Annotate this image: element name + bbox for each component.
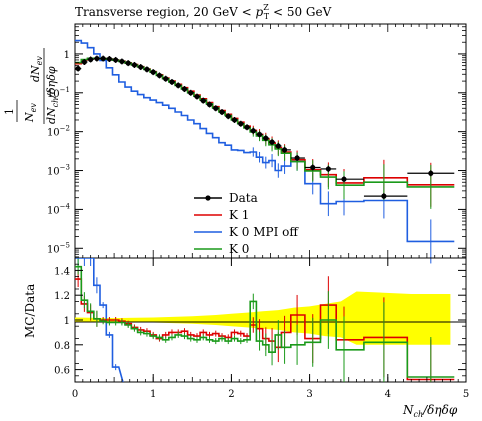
- data-point: [200, 98, 206, 104]
- legend-label: K 1: [229, 208, 249, 222]
- ratio-xtick-label: 0: [72, 389, 78, 400]
- data-point: [225, 113, 231, 119]
- data-point: [294, 155, 300, 161]
- ratio-ytick-label: 1.4: [54, 266, 70, 277]
- ratio-ytick-label: 0.8: [54, 341, 70, 352]
- ratio-series-k-0: [75, 258, 455, 382]
- ratio-axes: 0.6 0.8 1 1.2 1.4 0 1 2 3 4 5: [54, 258, 469, 400]
- main-plot: 10−510−410−310−210−11 1 Nev dNev dNch/δη…: [3, 23, 467, 264]
- legend-entry: Data: [194, 191, 258, 205]
- data-point: [138, 64, 144, 70]
- data-point: [188, 90, 194, 96]
- data-point: [231, 117, 238, 123]
- ratio-uncertainty-band: [75, 291, 451, 345]
- ratio-ytick-label: 1.2: [54, 291, 70, 302]
- ratio-xtick-label: 3: [306, 389, 312, 400]
- legend-marker: [205, 195, 211, 201]
- data-point: [81, 59, 87, 65]
- ratio-histogram-line: [75, 258, 124, 382]
- data-point: [219, 109, 225, 115]
- ratio-plot: 0.6 0.8 1 1.2 1.4 0 1 2 3 4 5 MC/Data: [23, 257, 469, 400]
- main-axes: 10−5 10−4 10−3 10−2 10−1 1: [47, 24, 467, 258]
- data-point: [131, 62, 138, 68]
- data-point: [75, 65, 81, 72]
- legend-entry: K 1: [194, 208, 249, 222]
- ratio-xtick-label: 2: [228, 389, 234, 400]
- data-point: [125, 60, 131, 66]
- data-point: [341, 176, 347, 182]
- ratio-ytick-label: 0.6: [54, 366, 70, 377]
- data-point: [94, 55, 100, 62]
- data-point: [381, 193, 387, 199]
- data-point: [106, 56, 113, 62]
- ratio-xtick-label: 1: [150, 389, 156, 400]
- legend: Data K 1 K 0 MPI off K 0: [194, 191, 299, 256]
- main-ytick-label: 10−5: [47, 241, 70, 255]
- data-point: [263, 135, 269, 141]
- ratio-ylabel: MC/Data: [23, 284, 37, 338]
- main-ytick-label: 10−3: [47, 164, 70, 178]
- ratio-ytick-label: 1: [64, 316, 70, 327]
- legend-label: K 0 MPI off: [229, 225, 299, 239]
- data-point: [244, 124, 250, 130]
- main-ytick-label: 10−2: [47, 125, 70, 139]
- ratio-histogram-line: [75, 265, 455, 378]
- data-point: [156, 72, 163, 79]
- data-point: [256, 131, 263, 138]
- data-point: [88, 56, 94, 63]
- x-axis-label: Nch/δηδφ: [402, 403, 458, 419]
- data-point: [213, 105, 219, 111]
- main-ytick-label: 1: [64, 50, 70, 61]
- data-point: [310, 164, 316, 171]
- data-point: [113, 57, 119, 63]
- uncertainty-band-area: [75, 291, 451, 345]
- legend-label: K 0: [229, 242, 249, 256]
- data-point: [325, 166, 331, 172]
- data-point: [150, 69, 156, 75]
- svg-text:1: 1: [3, 108, 16, 115]
- ratio-series-layer: [75, 258, 455, 382]
- data-point: [428, 170, 434, 176]
- data-point: [175, 82, 181, 89]
- data-point: [181, 86, 188, 92]
- data-point: [163, 76, 169, 82]
- data-point: [144, 66, 150, 72]
- svg-text:dNch/δηδφ: dNch/δηδφ: [45, 66, 60, 124]
- data-point: [119, 58, 125, 65]
- data-point: [206, 101, 213, 108]
- legend-entry: K 0 MPI off: [194, 225, 299, 239]
- legend-entry: K 0: [194, 242, 249, 256]
- ratio-xtick-label: 5: [463, 389, 469, 400]
- data-point: [238, 121, 244, 127]
- data-point: [269, 139, 275, 145]
- legend-label: Data: [229, 191, 258, 205]
- data-point: [100, 55, 106, 62]
- main-ytick-label: 10−1: [47, 86, 70, 100]
- data-point: [281, 147, 288, 153]
- chart-title: Transverse region, 20 GeV < pZ T < 50 GeV: [75, 3, 332, 21]
- ratio-xtick-label: 4: [385, 389, 391, 400]
- series-data: [75, 55, 455, 200]
- data-point: [250, 128, 256, 134]
- main-ytick-label: 10−4: [47, 202, 71, 216]
- data-point: [275, 143, 281, 149]
- main-series-layer: [75, 39, 455, 264]
- mc-histogram-line: [75, 39, 455, 243]
- data-point: [169, 79, 175, 85]
- data-point: [194, 93, 200, 100]
